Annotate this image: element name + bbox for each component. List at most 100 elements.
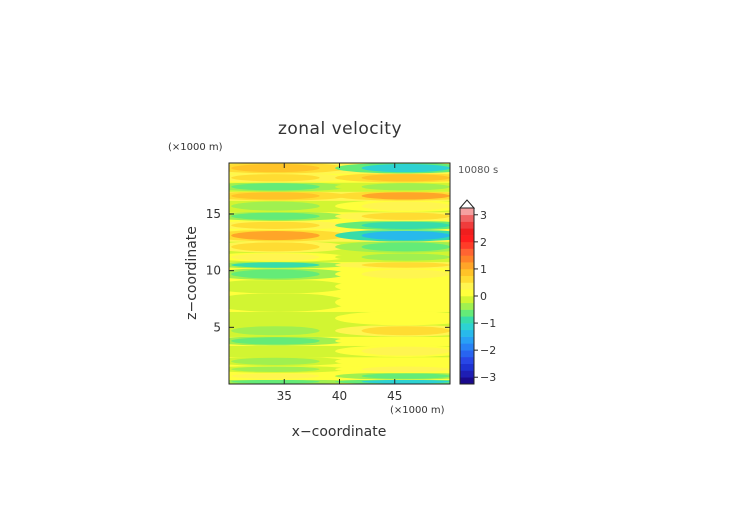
field-band: [229, 220, 450, 231]
field-lobe-left: [231, 201, 320, 211]
field-lobe-left: [231, 262, 320, 268]
colorbar-swatch: [460, 336, 474, 344]
colorbar-swatch: [460, 248, 474, 256]
field-lobe-right: [361, 326, 450, 336]
field-lobe-right: [361, 379, 450, 384]
colorbar-swatch: [460, 309, 474, 317]
colorbar-tick-label: −3: [480, 371, 496, 384]
field-band: [229, 311, 450, 326]
colorbar-swatch: [460, 275, 474, 283]
colorbar-swatch: [460, 350, 474, 358]
field-lobe-right: [361, 295, 450, 310]
y-tick-label: 15: [206, 207, 221, 221]
colorbar-swatch: [460, 356, 474, 364]
colorbar-extension: [458, 199, 476, 209]
x-unit-label: (×1000 m): [390, 405, 445, 416]
field-lobe-left: [231, 346, 320, 356]
field-lobe-right: [361, 242, 450, 252]
colorbar-swatch: [460, 363, 474, 371]
field-lobe-left: [231, 373, 320, 379]
y-axis: 5 10 15: [206, 207, 450, 334]
field-band: [229, 191, 450, 201]
field-band: [229, 211, 450, 222]
field-lobe-left: [231, 242, 320, 252]
field-lobe-left: [231, 231, 320, 241]
x-tick-label: 45: [387, 389, 402, 403]
field-lobe-right: [361, 253, 450, 261]
field-lobe-left: [231, 326, 320, 336]
field-lobe-left: [231, 174, 320, 182]
colorbar-tick-label: −2: [480, 344, 496, 357]
field-lobe-left: [231, 253, 320, 261]
velocity-field: [229, 163, 450, 384]
field-lobe-left: [231, 192, 320, 200]
y-tick-label: 5: [213, 320, 221, 334]
colorbar-swatch: [460, 282, 474, 290]
field-band: [229, 279, 450, 294]
field-band: [229, 252, 450, 263]
colorbar: 3 2 1 0 −1 −2 −3: [458, 199, 496, 385]
chart-title: zonal velocity: [278, 119, 402, 139]
field-lobe-right: [361, 346, 450, 356]
x-axis-label: x−coordinate: [292, 424, 387, 440]
field-band: [229, 200, 450, 213]
colorbar-tick-label: 1: [480, 263, 487, 276]
colorbar-swatch: [460, 214, 474, 222]
field-band: [229, 182, 450, 192]
field-band: [229, 365, 450, 374]
field-lobe-right: [361, 269, 450, 279]
colorbar-swatch: [460, 268, 474, 276]
colorbar-tick-label: 0: [480, 290, 487, 303]
field-lobe-right: [361, 337, 450, 345]
colorbar-swatch: [460, 208, 474, 216]
field-band: [229, 240, 450, 254]
field-band: [229, 345, 450, 358]
x-tick-label: 40: [332, 389, 347, 403]
colorbar-swatch: [460, 235, 474, 243]
field-band: [229, 173, 450, 183]
colorbar-tick-label: −1: [480, 317, 496, 330]
field-lobe-left: [231, 295, 320, 310]
field-lobe-right: [361, 262, 450, 268]
colorbar-swatch: [460, 289, 474, 297]
field-lobe-right: [361, 183, 450, 191]
colorbar-swatch: [460, 323, 474, 331]
field-lobe-right: [361, 201, 450, 211]
x-axis: 35 40 45: [277, 163, 402, 403]
field-band: [229, 324, 450, 337]
field-lobe-right: [361, 373, 450, 379]
field-lobe-right: [361, 164, 450, 173]
field-lobe-right: [361, 281, 450, 292]
field-lobe-left: [231, 212, 320, 220]
colorbar-swatch: [460, 296, 474, 304]
time-label: 10080 s: [458, 165, 498, 176]
field-band: [229, 229, 450, 242]
field-band: [229, 292, 450, 312]
field-lobe-right: [361, 231, 450, 241]
field-band: [229, 268, 450, 281]
colorbar-swatch: [460, 228, 474, 236]
field-lobe-left: [231, 164, 320, 173]
field-lobe-right: [361, 357, 450, 365]
colorbar-swatch: [460, 329, 474, 337]
y-axis-label: z−coordinate: [184, 226, 200, 320]
field-lobe-left: [231, 269, 320, 279]
colorbar-swatch: [460, 370, 474, 378]
field-band: [229, 336, 450, 346]
field-lobe-left: [231, 366, 320, 372]
field-lobe-right: [361, 366, 450, 372]
field-lobe-left: [231, 281, 320, 292]
x-tick-label: 35: [277, 389, 292, 403]
colorbar-swatch: [460, 377, 474, 385]
field-lobe-left: [231, 357, 320, 365]
field-band: [229, 372, 450, 380]
field-lobe-left: [231, 312, 320, 324]
colorbar-swatch: [460, 241, 474, 249]
field-lobe-right: [361, 212, 450, 220]
colorbar-tick-label: 3: [480, 209, 487, 222]
colorbar-tick-label: 2: [480, 236, 487, 249]
colorbar-swatch: [460, 343, 474, 351]
field-lobe-right: [361, 192, 450, 200]
